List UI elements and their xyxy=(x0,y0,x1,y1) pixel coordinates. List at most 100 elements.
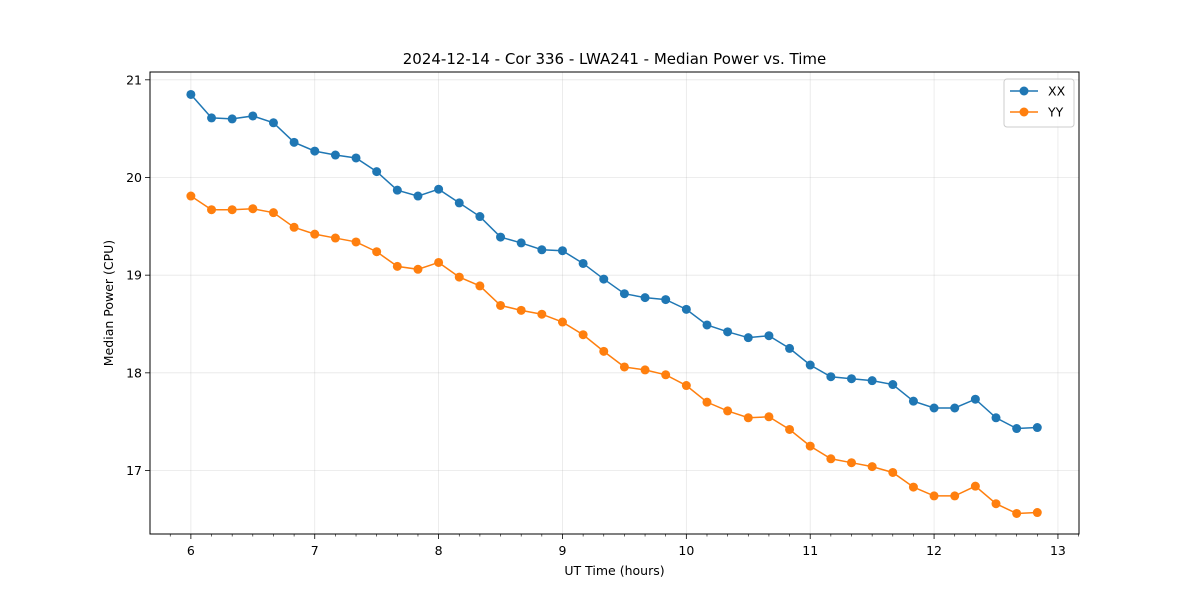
data-point-yy xyxy=(537,309,547,319)
data-point-xx xyxy=(557,246,567,256)
data-point-yy xyxy=(516,305,526,315)
data-point-yy xyxy=(268,208,278,218)
data-point-yy xyxy=(702,397,712,407)
legend: XX YY xyxy=(1003,78,1075,128)
legend-label-yy: YY xyxy=(1047,105,1064,120)
legend-swatch-marker xyxy=(1019,86,1029,96)
x-tick-label: 11 xyxy=(802,543,818,558)
data-point-yy xyxy=(640,365,650,375)
data-point-yy xyxy=(557,317,567,327)
data-point-yy xyxy=(826,454,836,464)
data-point-xx xyxy=(805,360,815,370)
data-point-yy xyxy=(661,370,671,380)
data-point-xx xyxy=(619,289,629,299)
x-tick-label: 7 xyxy=(311,543,319,558)
data-point-yy xyxy=(950,491,960,501)
data-point-xx xyxy=(330,150,340,160)
x-tick-label: 6 xyxy=(187,543,195,558)
data-point-xx xyxy=(475,212,485,222)
data-point-yy xyxy=(351,237,361,247)
axes: 6 7 8 9 10 11 12 13 17 18 19 20 21 xyxy=(126,72,1079,558)
data-point-xx xyxy=(248,111,258,121)
x-axis-label: UT Time (hours) xyxy=(564,563,664,578)
data-point-yy xyxy=(991,499,1001,509)
data-point-xx xyxy=(640,293,650,303)
data-point-yy xyxy=(599,346,609,356)
data-point-xx xyxy=(867,376,877,386)
data-point-xx xyxy=(950,403,960,413)
data-point-xx xyxy=(310,146,320,156)
data-point-xx xyxy=(970,394,980,404)
data-point-yy xyxy=(681,381,691,391)
data-point-yy xyxy=(248,204,258,214)
data-point-yy xyxy=(227,205,237,215)
data-point-xx xyxy=(454,198,464,208)
x-tick-label: 12 xyxy=(926,543,942,558)
data-point-xx xyxy=(227,114,237,124)
data-point-xx xyxy=(681,304,691,314)
data-point-xx xyxy=(537,245,547,255)
data-point-xx xyxy=(1032,423,1042,433)
grid-lines xyxy=(150,72,1079,534)
data-point-xx xyxy=(496,232,506,242)
y-tick-label: 20 xyxy=(126,170,142,185)
y-tick-label: 17 xyxy=(126,463,142,478)
data-point-yy xyxy=(372,247,382,257)
data-point-yy xyxy=(764,412,774,422)
data-point-xx xyxy=(908,396,918,406)
data-point-yy xyxy=(578,330,588,340)
y-tick-label: 18 xyxy=(126,365,142,380)
legend-swatch-marker xyxy=(1019,107,1029,117)
data-point-xx xyxy=(661,295,671,305)
data-point-xx xyxy=(599,274,609,284)
data-point-yy xyxy=(330,233,340,243)
y-tick-label: 21 xyxy=(126,72,142,87)
data-point-yy xyxy=(434,257,444,267)
x-tick-label: 13 xyxy=(1050,543,1066,558)
data-point-xx xyxy=(826,372,836,382)
data-point-yy xyxy=(888,467,898,477)
data-point-xx xyxy=(372,167,382,177)
chart-title: 2024-12-14 - Cor 336 - LWA241 - Median P… xyxy=(403,50,827,68)
data-point-xx xyxy=(991,413,1001,423)
data-point-xx xyxy=(785,343,795,353)
x-tick-label: 9 xyxy=(558,543,566,558)
data-point-xx xyxy=(702,320,712,330)
data-point-yy xyxy=(392,261,402,271)
data-point-yy xyxy=(908,482,918,492)
data-point-yy xyxy=(475,281,485,291)
data-point-yy xyxy=(1012,508,1022,518)
data-point-xx xyxy=(516,238,526,248)
data-point-xx xyxy=(578,258,588,268)
x-tick-label: 10 xyxy=(678,543,694,558)
data-point-xx xyxy=(434,184,444,194)
data-point-xx xyxy=(186,89,196,99)
data-point-yy xyxy=(619,362,629,372)
data-point-yy xyxy=(867,462,877,472)
data-point-yy xyxy=(785,424,795,434)
data-point-yy xyxy=(496,300,506,310)
data-point-xx xyxy=(888,380,898,390)
data-point-xx xyxy=(764,331,774,341)
x-tick-label: 8 xyxy=(435,543,443,558)
data-point-yy xyxy=(1032,508,1042,518)
y-tick-label: 19 xyxy=(126,268,142,283)
data-point-xx xyxy=(743,333,753,343)
series-layer xyxy=(186,89,1042,518)
data-point-xx xyxy=(846,374,856,384)
data-point-yy xyxy=(846,458,856,468)
data-point-yy xyxy=(413,264,423,274)
data-point-yy xyxy=(929,491,939,501)
data-point-xx xyxy=(413,191,423,201)
data-point-yy xyxy=(310,229,320,239)
data-point-yy xyxy=(743,413,753,423)
data-point-yy xyxy=(723,406,733,416)
data-point-yy xyxy=(289,222,299,232)
data-point-yy xyxy=(805,441,815,451)
data-point-xx xyxy=(207,113,217,123)
data-point-xx xyxy=(723,327,733,337)
data-point-yy xyxy=(207,205,217,215)
legend-label-xx: XX xyxy=(1048,84,1066,99)
